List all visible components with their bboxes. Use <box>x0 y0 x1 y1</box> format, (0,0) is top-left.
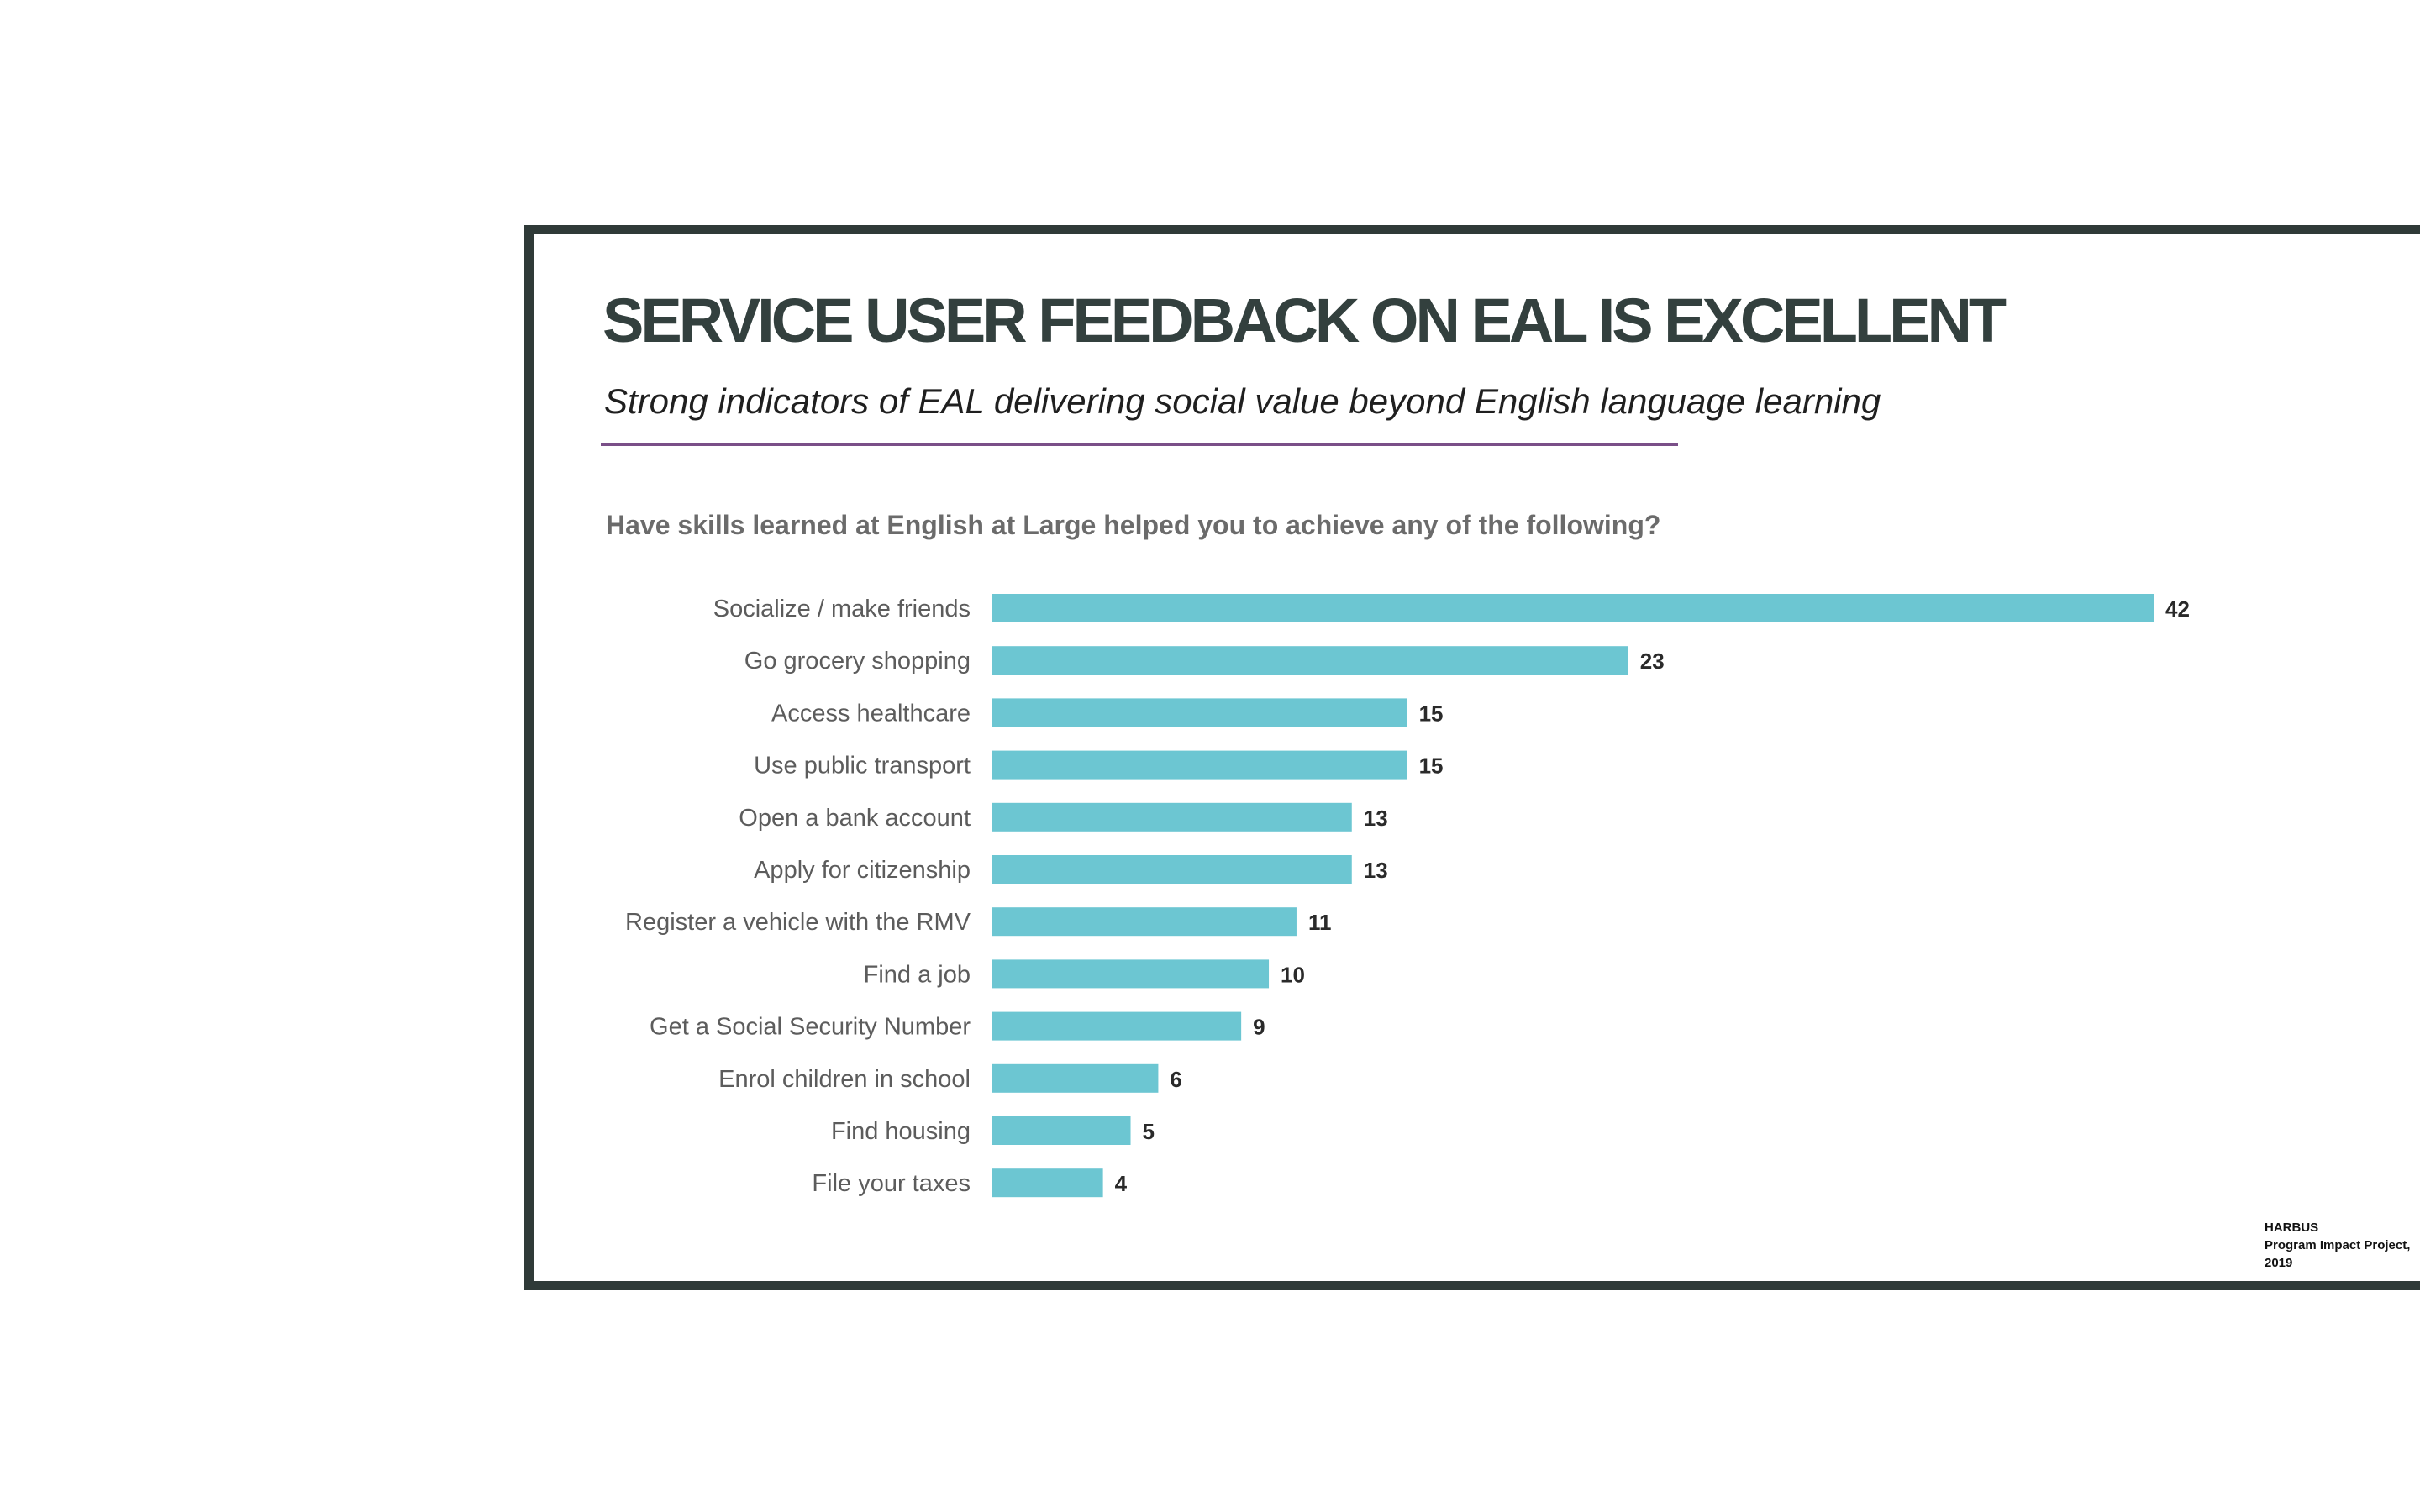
bar <box>992 802 1352 832</box>
source-line-1: HARBUS <box>2265 1221 2319 1235</box>
value-label: 6 <box>1170 1067 1181 1092</box>
bar <box>992 855 1352 884</box>
slide-subtitle: Strong indicators of EAL delivering soci… <box>604 381 1881 421</box>
category-label: Access healthcare <box>771 700 971 727</box>
slide-title: SERVICE USER FEEDBACK ON EAL IS EXCELLEN… <box>602 286 2007 355</box>
category-label: Get a Social Security Number <box>650 1014 971 1041</box>
category-label: Register a vehicle with the RMV <box>625 909 971 936</box>
value-label: 4 <box>1115 1171 1128 1196</box>
bar <box>992 750 1407 780</box>
bar <box>992 1011 1242 1041</box>
value-label: 23 <box>1640 648 1665 674</box>
category-label: Open a bank account <box>739 805 971 832</box>
value-label: 15 <box>1419 753 1444 779</box>
bar <box>992 1116 1131 1145</box>
slide-frame: SERVICE USER FEEDBACK ON EAL IS EXCELLEN… <box>524 225 2420 1290</box>
title-divider <box>601 443 1678 446</box>
source-line-3: 2019 <box>2265 1256 2293 1270</box>
bar <box>992 1168 1103 1198</box>
value-label: 11 <box>1308 910 1332 935</box>
category-label: File your taxes <box>812 1170 971 1197</box>
value-label: 13 <box>1364 858 1388 883</box>
bar <box>992 698 1407 727</box>
bar <box>992 907 1297 937</box>
bar <box>992 1063 1159 1093</box>
chart-title: Have skills learned at English at Large … <box>606 510 1661 540</box>
bar <box>992 594 2154 622</box>
category-label: Find housing <box>831 1118 971 1145</box>
value-label: 15 <box>1419 701 1444 726</box>
value-label: 10 <box>1281 962 1305 987</box>
category-label: Use public transport <box>754 753 971 780</box>
category-label: Go grocery shopping <box>744 648 971 675</box>
category-label: Find a job <box>864 961 971 988</box>
value-label: 42 <box>2165 596 2190 622</box>
category-label: Socialize / make friends <box>713 596 971 622</box>
source-note: HARBUS Program Impact Project, 2019 <box>2265 1219 2420 1272</box>
bar <box>992 959 1270 989</box>
value-label: 5 <box>1143 1119 1155 1144</box>
value-label: 9 <box>1253 1015 1265 1040</box>
bar <box>992 646 1628 675</box>
value-label: 13 <box>1364 806 1388 831</box>
source-line-2: Program Impact Project, <box>2265 1238 2411 1252</box>
category-label: Enrol children in school <box>718 1066 971 1093</box>
bar-chart: Socialize / make friends 42 Go grocery sho… <box>625 594 2190 1198</box>
category-label: Apply for citizenship <box>754 857 971 884</box>
